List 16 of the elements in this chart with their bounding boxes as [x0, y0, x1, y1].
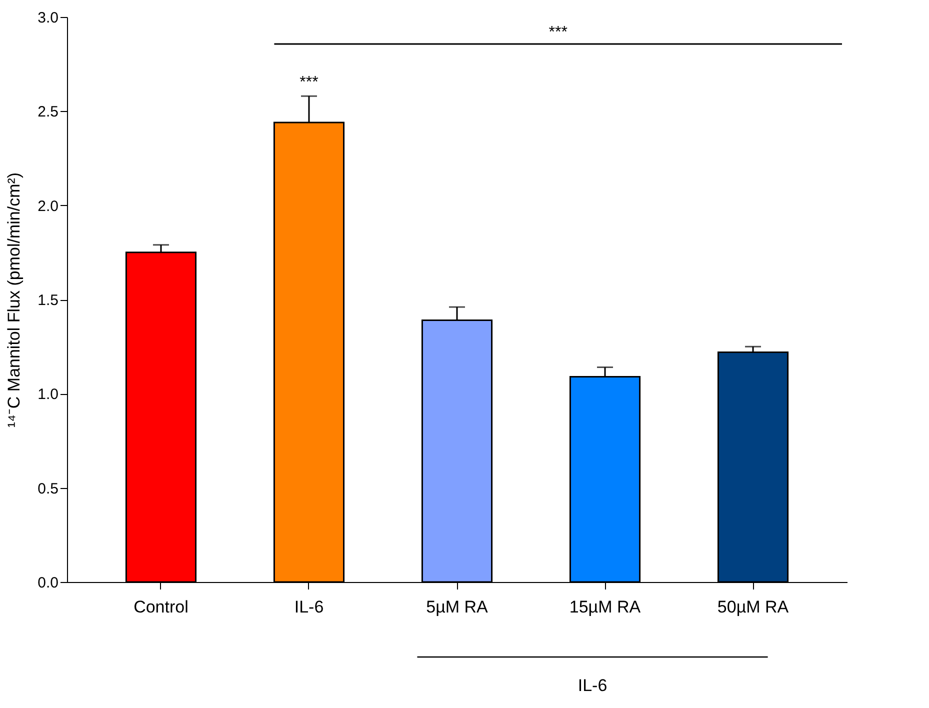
- text: IL-6: [578, 676, 608, 695]
- annotation: ***: [548, 24, 568, 41]
- x-tick-label: 5µM RA: [426, 598, 489, 616]
- x-tick-label: IL-6: [294, 598, 324, 616]
- y-tick-label: 0.0: [38, 574, 58, 592]
- y-tick-label: 2.5: [38, 104, 58, 121]
- y-tick-label: 3.0: [38, 10, 58, 26]
- y-tick-label: 0.5: [38, 480, 58, 498]
- x-tick-label: 50µM RA: [717, 598, 790, 616]
- y-tick-label: 1.0: [38, 386, 58, 404]
- x-tick-label: Control: [134, 598, 188, 616]
- y-tick-label: 1.5: [38, 292, 58, 309]
- y-tick-label: 2.0: [38, 198, 58, 215]
- y-axis-title: ¹⁴⁻C Mannitol Flux (pmol/min/cm²): [4, 172, 24, 428]
- annotation: ***: [300, 74, 318, 91]
- x-tick-label: 15µM RA: [569, 598, 642, 616]
